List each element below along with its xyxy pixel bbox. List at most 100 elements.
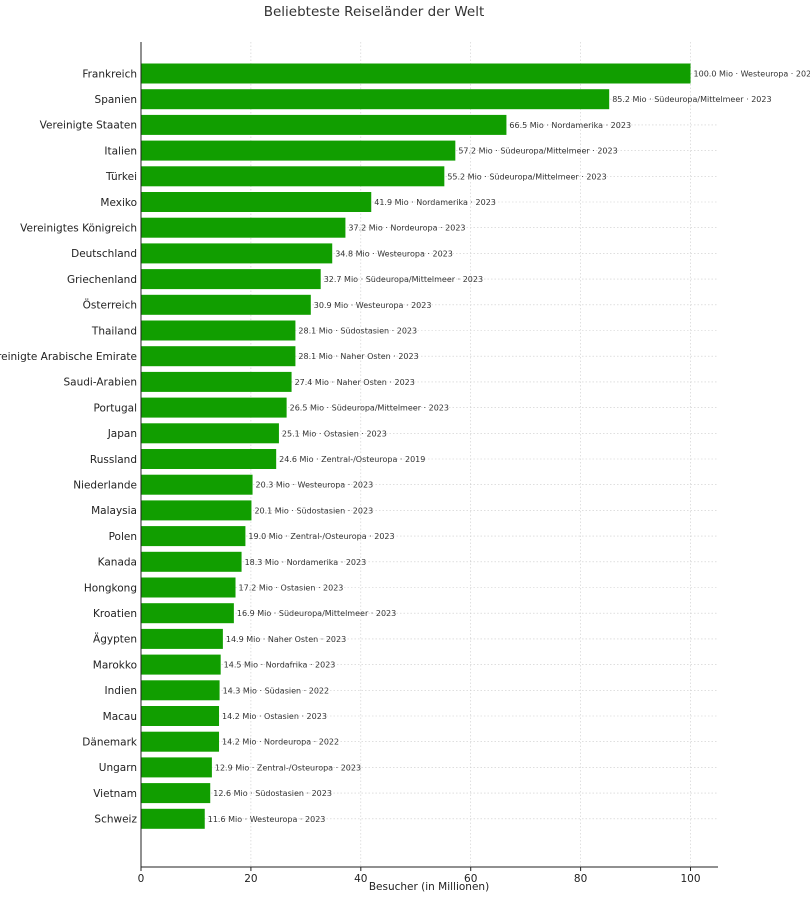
data-labels: 100.0 Mio · Westeuropa · 2023 85.2 Mio · … — [208, 70, 810, 824]
category-label-29: Schweiz — [94, 814, 137, 826]
data-label-10: 28.1 Mio · Südostasien · 2023 — [298, 327, 417, 336]
bar-9 — [141, 294, 311, 315]
bar-23 — [141, 654, 221, 675]
category-label-21: Kroatien — [93, 608, 137, 620]
bar-26 — [141, 731, 220, 752]
x-tick-label-1: 20 — [244, 873, 257, 885]
bar-13 — [141, 397, 287, 418]
category-label-18: Polen — [109, 531, 137, 543]
category-label-14: Japan — [107, 428, 137, 440]
data-label-28: 12.6 Mio · Südostasien · 2023 — [213, 789, 332, 798]
bar-12 — [141, 371, 292, 392]
x-tick-label-2: 40 — [354, 873, 367, 885]
bar-5 — [141, 192, 372, 212]
bar-1 — [141, 89, 610, 110]
data-label-9: 30.9 Mio · Westeuropa · 2023 — [314, 301, 432, 310]
category-label-11: Vereinigte Arabische Emirate — [0, 351, 137, 363]
x-tick-labels: 0 20 40 60 80 100 — [138, 867, 701, 885]
category-label-22: Ägypten — [93, 633, 137, 646]
data-label-20: 17.2 Mio · Ostasien · 2023 — [239, 584, 344, 593]
data-label-26: 14.2 Mio · Nordeuropa · 2022 — [222, 738, 339, 747]
x-tick-label-4: 80 — [574, 873, 587, 885]
bar-29 — [141, 808, 205, 829]
category-label-10: Thailand — [91, 325, 137, 337]
x-tick-label-0: 0 — [138, 873, 145, 885]
bar-4 — [141, 166, 445, 187]
category-label-9: Österreich — [83, 299, 137, 312]
category-label-16: Niederlande — [73, 480, 137, 492]
data-label-29: 11.6 Mio · Westeuropa · 2023 — [208, 815, 326, 824]
data-label-12: 27.4 Mio · Naher Osten · 2023 — [295, 378, 415, 387]
data-label-24: 14.3 Mio · Südasien · 2022 — [223, 686, 330, 695]
bar-20 — [141, 577, 236, 598]
category-label-1: Spanien — [95, 94, 137, 106]
bar-15 — [141, 449, 277, 469]
bar-24 — [141, 680, 220, 701]
data-label-16: 20.3 Mio · Westeuropa · 2023 — [256, 481, 374, 490]
bar-10 — [141, 320, 296, 341]
data-label-13: 26.5 Mio · Südeuropa/Mittelmeer · 2023 — [290, 404, 449, 413]
bar-25 — [141, 706, 220, 726]
category-label-17: Malaysia — [91, 505, 137, 517]
category-label-25: Macau — [103, 711, 137, 723]
category-label-20: Hongkong — [84, 582, 137, 594]
data-label-18: 19.0 Mio · Zentral-/Osteuropa · 2023 — [248, 532, 394, 541]
data-label-5: 41.9 Mio · Nordamerika · 2023 — [374, 198, 496, 207]
data-label-27: 12.9 Mio · Zentral-/Osteuropa · 2023 — [215, 763, 361, 772]
data-label-1: 85.2 Mio · Südeuropa/Mittelmeer · 2023 — [612, 95, 771, 104]
category-label-12: Saudi-Arabien — [63, 377, 137, 389]
bar-16 — [141, 474, 253, 495]
x-tick-label-5: 100 — [681, 873, 701, 885]
data-label-19: 18.3 Mio · Nordamerika · 2023 — [245, 558, 367, 567]
category-label-0: Frankreich — [82, 68, 137, 80]
category-label-4: Türkei — [105, 171, 137, 183]
category-labels: Frankreich Spanien Vereinigte Staaten Itali… — [0, 68, 138, 825]
data-label-8: 32.7 Mio · Südeuropa/Mittelmeer · 2023 — [324, 275, 483, 284]
data-label-23: 14.5 Mio · Nordafrika · 2023 — [224, 661, 336, 670]
data-label-0: 100.0 Mio · Westeuropa · 2023 — [694, 70, 810, 79]
data-label-3: 57.2 Mio · Südeuropa/Mittelmeer · 2023 — [458, 147, 617, 156]
category-label-3: Italien — [104, 145, 137, 157]
category-label-5: Mexiko — [100, 197, 137, 209]
category-label-2: Vereinigte Staaten — [40, 120, 137, 132]
bars — [141, 63, 691, 829]
bar-7 — [141, 243, 333, 264]
bar-22 — [141, 628, 223, 649]
bar-17 — [141, 500, 252, 521]
category-label-23: Marokko — [93, 659, 137, 671]
category-label-7: Deutschland — [71, 248, 137, 260]
data-label-2: 66.5 Mio · Nordamerika · 2023 — [509, 121, 631, 130]
category-label-28: Vietnam — [93, 788, 137, 800]
category-label-19: Kanada — [98, 557, 137, 569]
data-label-6: 37.2 Mio · Nordeuropa · 2023 — [348, 224, 465, 233]
category-label-15: Russland — [90, 454, 137, 466]
bar-27 — [141, 757, 212, 778]
bar-28 — [141, 783, 211, 804]
bar-8 — [141, 269, 321, 290]
bar-6 — [141, 217, 346, 238]
bar-18 — [141, 526, 246, 547]
x-tick-label-3: 60 — [464, 873, 477, 885]
category-label-6: Vereinigtes Königreich — [20, 223, 137, 235]
data-label-21: 16.9 Mio · Südeuropa/Mittelmeer · 2023 — [237, 609, 396, 618]
bar-21 — [141, 603, 234, 624]
grid-lines — [141, 42, 718, 867]
category-label-13: Portugal — [94, 402, 138, 414]
data-label-7: 34.8 Mio · Westeuropa · 2023 — [335, 249, 453, 258]
category-label-8: Griechenland — [67, 274, 137, 286]
category-label-27: Ungarn — [99, 762, 137, 774]
data-label-22: 14.9 Mio · Naher Osten · 2023 — [226, 635, 346, 644]
bar-0 — [141, 63, 691, 84]
x-axis-label: Besucher (in Millionen) — [369, 881, 489, 893]
data-label-15: 24.6 Mio · Zentral-/Osteuropa · 2019 — [279, 455, 425, 464]
category-label-26: Dänemark — [82, 737, 138, 749]
category-label-24: Indien — [105, 685, 137, 697]
data-label-14: 25.1 Mio · Ostasien · 2023 — [282, 429, 387, 438]
chart-title: Beliebteste Reiseländer der Welt — [264, 4, 485, 20]
bar-14 — [141, 423, 279, 444]
bar-2 — [141, 114, 507, 135]
data-label-11: 28.1 Mio · Naher Osten · 2023 — [298, 352, 418, 361]
data-label-4: 55.2 Mio · Südeuropa/Mittelmeer · 2023 — [447, 172, 606, 181]
bar-11 — [141, 346, 296, 367]
